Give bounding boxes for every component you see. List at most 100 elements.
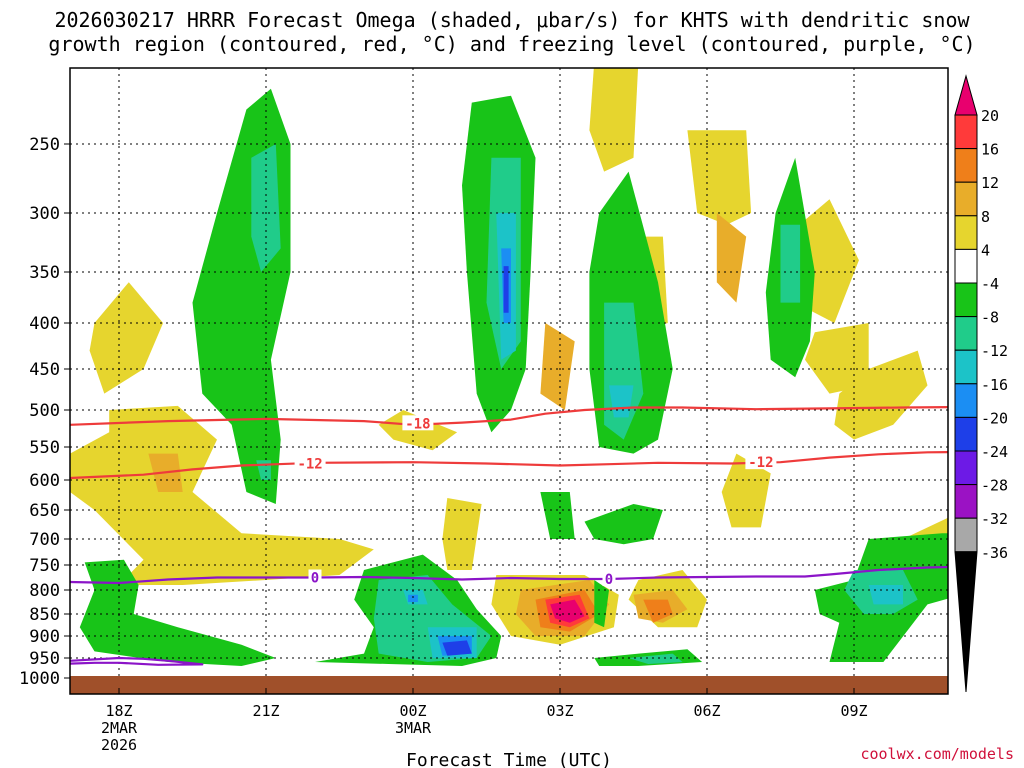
omega-region-gold: [716, 213, 747, 303]
colorbar-label: -20: [981, 409, 1008, 427]
contour-label-bg: [402, 415, 434, 431]
x-tick-label: 03Z: [546, 702, 573, 720]
colorbar-top-arrow: [954, 74, 978, 116]
colorbar-swatch: [954, 248, 978, 284]
contour-label-bg: [602, 571, 616, 586]
omega-region-yel: [89, 282, 164, 394]
chart-title-line2: growth region (contoured, red, °C) and f…: [48, 32, 976, 56]
omega-region-gold: [540, 323, 575, 410]
contour-label: 0: [605, 572, 613, 588]
omega-region-yel: [805, 323, 869, 394]
omega-region-blu: [408, 594, 418, 602]
colorbar-swatch: [954, 282, 978, 318]
y-tick-label: 400: [29, 314, 60, 334]
colorbar-label: 20: [981, 107, 999, 125]
x-axis-label: Forecast Time (UTC): [406, 750, 612, 768]
colorbar-swatch: [954, 148, 978, 183]
y-tick-label: 450: [29, 360, 60, 380]
omega-region-yel: [70, 405, 374, 585]
y-tick-label: 600: [29, 471, 60, 491]
dgz-contour--18: [70, 406, 948, 426]
colorbar-swatch: [954, 450, 978, 486]
contour-label: 0: [311, 571, 319, 587]
omega-region-cyan: [868, 585, 903, 605]
y-tick-label: 1000: [19, 669, 60, 689]
omega-shading-layer: [70, 68, 948, 666]
colorbar-bottom-arrow: [954, 551, 978, 693]
colorbar-label: -12: [981, 342, 1008, 360]
x-tick-label: 06Z: [693, 702, 720, 720]
omega-region-yel: [687, 130, 752, 225]
y-tick-label: 750: [29, 556, 60, 576]
colorbar-swatch: [954, 114, 978, 150]
contour-label-bg: [745, 454, 777, 470]
colorbar-swatch: [954, 316, 978, 351]
y-tick-label: 350: [29, 263, 60, 283]
omega-region-dblu: [503, 266, 509, 313]
x-tick-label: 2026: [101, 736, 137, 754]
colorbar-label: -32: [981, 510, 1008, 528]
contour-label: -18: [405, 416, 430, 432]
colorbar-label: -28: [981, 477, 1008, 495]
x-tick-label: 21Z: [252, 702, 279, 720]
y-tick-label: 550: [29, 438, 60, 458]
omega-region-grn: [594, 580, 609, 628]
colorbar-swatch: [954, 349, 978, 385]
omega-region-org: [643, 599, 673, 623]
colorbar: 20 16 12 8 4 -4 -8 -12 -16 -20 -24 -28 -32 -36: [954, 74, 1008, 693]
x-tick-label: 2MAR: [101, 719, 138, 737]
x-tick-label: 09Z: [840, 702, 867, 720]
contour-label: -12: [748, 455, 773, 471]
y-tick-label: 900: [29, 627, 60, 647]
omega-region-teal: [628, 653, 683, 664]
y-tick-label: 650: [29, 501, 60, 521]
colorbar-swatch: [954, 517, 978, 553]
y-axis: 2503003504004505005506006507007508008509…: [19, 135, 70, 689]
contour-label: -12: [297, 457, 322, 473]
x-tick-label: 3MAR: [395, 719, 432, 737]
omega-region-yel: [834, 350, 928, 440]
ground-fill: [70, 676, 948, 694]
colorbar-swatch: [954, 215, 978, 250]
freezing-contour-1: [70, 656, 204, 666]
y-tick-label: 950: [29, 649, 60, 669]
plot-frame: [69, 67, 949, 695]
omega-region-grn: [540, 492, 575, 539]
y-tick-label: 500: [29, 401, 60, 421]
omega-region-yel: [442, 498, 482, 570]
x-tick-label: 18Z: [105, 702, 132, 720]
colorbar-swatch: [954, 484, 978, 519]
colorbar-label: 12: [981, 174, 999, 192]
colorbar-label: -24: [981, 443, 1008, 461]
colorbar-label: 16: [981, 141, 999, 159]
omega-region-grn: [79, 559, 276, 666]
contour-layer: -18 -12 -12 0 0: [70, 406, 948, 666]
omega-region-teal: [780, 224, 801, 303]
colorbar-label: -16: [981, 376, 1008, 394]
omega-region-dblu: [442, 640, 472, 656]
colorbar-label: -36: [981, 544, 1008, 562]
omega-region-mag: [550, 599, 585, 623]
omega-region-yel: [589, 68, 639, 172]
y-tick-label: 300: [29, 204, 60, 224]
contour-label-bg: [294, 455, 326, 471]
contour-label-bg: [308, 569, 322, 585]
colorbar-swatch: [954, 181, 978, 217]
dgz-contour--12: [70, 451, 948, 480]
source-credit: coolwx.com/models: [860, 745, 1014, 763]
colorbar-swatch: [954, 383, 978, 418]
colorbar-label: -4: [981, 275, 999, 293]
omega-region-grn: [584, 504, 663, 545]
omega-region-yel: [721, 453, 771, 528]
y-tick-label: 700: [29, 530, 60, 550]
colorbar-label: 8: [981, 208, 990, 226]
x-tick-label: 00Z: [399, 702, 426, 720]
y-tick-label: 250: [29, 135, 60, 155]
colorbar-label: 4: [981, 241, 990, 259]
freezing-contour-0: [70, 565, 948, 585]
y-tick-label: 850: [29, 605, 60, 625]
colorbar-label: -8: [981, 309, 999, 327]
y-tick-label: 800: [29, 581, 60, 601]
